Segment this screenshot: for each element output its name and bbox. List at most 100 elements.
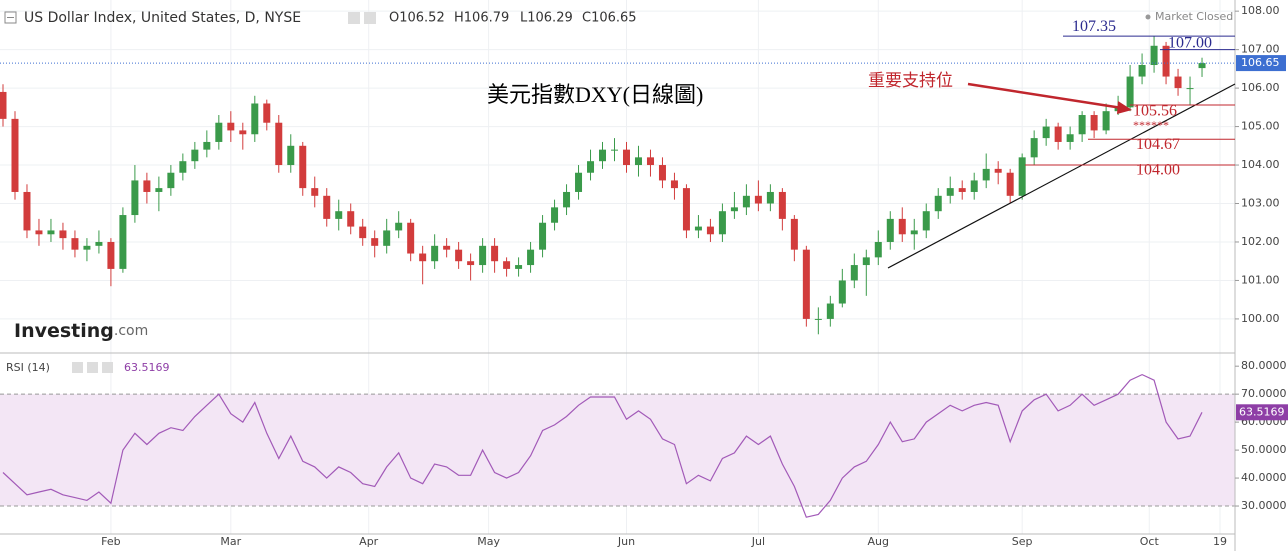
candle-body	[479, 245, 487, 266]
candle-body	[35, 230, 43, 235]
x-tick-label: Jul	[751, 535, 765, 548]
level-label: 107.00	[1168, 34, 1212, 51]
candle-body	[1174, 76, 1182, 89]
y-tick-label: 105.00	[1241, 120, 1280, 133]
candle-body	[790, 218, 798, 250]
candle-body	[515, 265, 523, 269]
candle-body	[71, 238, 79, 250]
candle-body	[886, 218, 894, 242]
candle-body	[718, 211, 726, 235]
y-tick-label: 80.0000	[1241, 359, 1287, 372]
rsi-value-label: 63.5169	[1239, 405, 1285, 418]
x-tick-label: May	[477, 535, 500, 548]
candle-body	[431, 245, 439, 262]
candle-body	[1102, 111, 1110, 131]
candle-body	[1198, 63, 1206, 69]
status-dot	[1145, 14, 1151, 20]
candle-body	[1018, 157, 1026, 196]
level-label: 104.00	[1136, 162, 1180, 179]
x-tick-label: Feb	[101, 535, 120, 548]
candle-body	[874, 241, 882, 258]
candle-body	[455, 249, 463, 262]
low-label: L106.29	[520, 11, 573, 26]
candle-body	[167, 172, 175, 189]
candle-body	[239, 130, 247, 135]
candle-body	[730, 207, 738, 212]
rsi-settings-icon[interactable]	[72, 362, 83, 373]
y-tick-label: 70.0000	[1241, 387, 1287, 400]
candle-body	[622, 149, 630, 166]
x-tick-label: Jun	[617, 535, 635, 548]
logo-word: Investing	[14, 320, 114, 342]
y-tick-label: 102.00	[1241, 235, 1280, 248]
candle-body	[898, 218, 906, 235]
support-label: 重要支持位	[868, 71, 953, 90]
candle-body	[1078, 115, 1086, 135]
trend-line	[887, 83, 1236, 269]
candle-body	[227, 122, 235, 131]
annotation-title: 美元指數DXY(日線圖)	[487, 82, 703, 107]
last-price-label: 106.65	[1241, 56, 1280, 69]
candle-body	[1066, 134, 1074, 142]
candle-body	[670, 180, 678, 189]
candle-body	[95, 241, 103, 246]
candle-body	[1090, 115, 1098, 131]
rsi-format-icon[interactable]	[87, 362, 98, 373]
candle-body	[59, 230, 67, 239]
candle-body	[419, 253, 427, 262]
settings-icon[interactable]	[348, 12, 360, 24]
market-status: Market Closed	[1155, 10, 1233, 23]
candle-body	[503, 261, 511, 269]
candle-body	[83, 245, 91, 250]
candle-body	[1150, 45, 1158, 66]
rsi-current: 63.5169	[124, 361, 170, 374]
candle-body	[970, 180, 978, 192]
support-arrowhead	[1117, 101, 1132, 114]
x-tick-label: Apr	[359, 535, 379, 548]
candle-body	[491, 245, 499, 262]
level-label: 104.67	[1136, 136, 1180, 153]
candle-body	[551, 207, 559, 223]
candle-body	[395, 222, 403, 231]
candle-body	[587, 161, 595, 173]
candle-body	[131, 180, 139, 216]
candle-body	[371, 238, 379, 246]
candle-body	[958, 188, 966, 192]
candle-body	[359, 226, 367, 239]
candle-body	[742, 195, 750, 208]
format-icon[interactable]	[364, 12, 376, 24]
candle-body	[275, 122, 283, 166]
support-arrow	[967, 82, 1123, 110]
candle-body	[682, 188, 690, 231]
candle-body	[383, 230, 391, 246]
candle-body	[982, 168, 990, 181]
candle-body	[539, 222, 547, 250]
candle-body	[23, 191, 31, 231]
candle-body	[646, 157, 654, 166]
candle-body	[203, 141, 211, 150]
logo: Investing.com	[14, 320, 148, 342]
candle-body	[910, 230, 918, 235]
y-tick-label: 101.00	[1241, 273, 1280, 286]
rsi-pane	[0, 373, 1235, 518]
rsi-close-icon[interactable]	[102, 362, 113, 373]
y-tick-label: 106.00	[1241, 81, 1280, 94]
y-tick-label: 104.00	[1241, 158, 1280, 171]
y-tick-label: 103.00	[1241, 197, 1280, 210]
x-tick-label: Oct	[1140, 535, 1160, 548]
candle-body	[946, 188, 954, 196]
collapse-icon[interactable]	[4, 11, 17, 24]
candle-body	[826, 303, 834, 319]
candle-body	[191, 149, 199, 162]
candle-body	[179, 161, 187, 173]
candle-body	[922, 211, 930, 231]
candle-body	[1162, 45, 1170, 77]
stars: ******	[1133, 118, 1169, 132]
candle-body	[287, 145, 295, 166]
rsi-title: RSI (14)	[6, 361, 50, 374]
x-tick-label: Mar	[220, 535, 241, 548]
candle-body	[658, 165, 666, 181]
level-label: 107.35	[1072, 18, 1116, 35]
candle-body	[766, 191, 774, 204]
rsi-band	[0, 394, 1235, 507]
